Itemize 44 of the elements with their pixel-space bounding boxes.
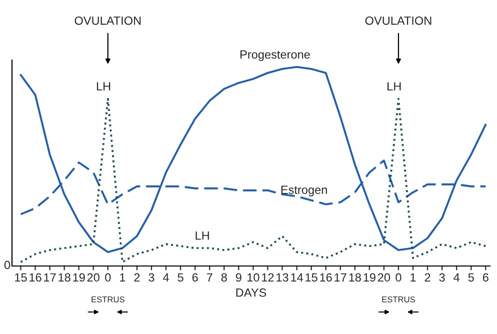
x-tick-label: 16 [30, 273, 42, 282]
x-tick-label: 4 [454, 273, 460, 282]
x-tick-label: 7 [206, 273, 212, 282]
x-tick-label: 6 [482, 273, 488, 282]
x-tick-label: 18 [349, 273, 361, 282]
x-tick-label: 4 [162, 273, 169, 282]
x-tick-label: 3 [148, 273, 154, 282]
x-tick-label: 5 [468, 273, 474, 282]
series-label: Estrogen [281, 186, 327, 196]
x-tick-label: 9 [236, 273, 242, 282]
x-tick-label: 18 [58, 273, 70, 282]
series-label: Progesterone [240, 50, 310, 61]
x-tick-label: 6 [192, 273, 198, 282]
x-tick-label: 2 [134, 273, 140, 282]
x-tick-label: 3 [439, 273, 445, 282]
series-label: LH [196, 232, 209, 240]
text: OVULATION [365, 16, 432, 25]
x-tick-label: 19 [364, 273, 376, 282]
x-tick-label: 1 [410, 273, 416, 282]
x-tick-label: 14 [291, 273, 303, 282]
text: OVULATION [74, 16, 141, 25]
x-tick-label: 16 [320, 273, 332, 282]
x-tick-label: 0 [396, 273, 402, 282]
x-tick-label: 1 [120, 273, 126, 282]
x-tick-label: 15 [306, 273, 318, 282]
x-axis-title: DAYS [236, 288, 266, 297]
annotation: LH [96, 82, 110, 90]
x-tick-label: 8 [221, 273, 227, 282]
x-tick-label: 13 [276, 273, 288, 282]
x-tick-label: 15 [15, 273, 27, 282]
x-tick-label: 12 [262, 273, 274, 282]
x-tick-label: 10 [248, 273, 260, 282]
text: 0 [4, 260, 10, 270]
x-tick-label: 0 [105, 273, 111, 282]
x-tick-label: 20 [378, 273, 390, 282]
x-tick-label: 5 [178, 273, 184, 282]
x-tick-label: 20 [87, 273, 100, 282]
x-tick-label: 19 [73, 273, 85, 282]
x-tick-label: 17 [334, 273, 346, 282]
x-tick-label: 17 [44, 273, 56, 282]
annotation: LH [388, 82, 401, 90]
text: ESTRUS [382, 296, 415, 302]
x-tick-label: 2 [424, 273, 430, 282]
text: ESTRUS [92, 296, 124, 302]
